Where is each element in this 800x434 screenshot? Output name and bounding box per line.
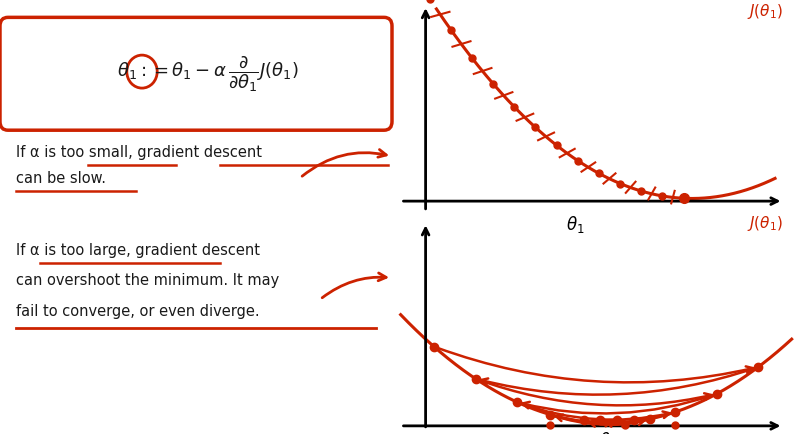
Text: $\theta_1 := \theta_1 - \alpha\,\dfrac{\partial}{\partial\theta_1}J(\theta_1)$: $\theta_1 := \theta_1 - \alpha\,\dfrac{\…	[118, 54, 298, 94]
Text: can overshoot the minimum. It may: can overshoot the minimum. It may	[16, 273, 279, 289]
Text: $J(\theta_1)$: $J(\theta_1)$	[747, 2, 783, 21]
Text: fail to converge, or even diverge.: fail to converge, or even diverge.	[16, 304, 260, 319]
Text: If α is too large, gradient descent: If α is too large, gradient descent	[16, 243, 260, 258]
Text: $\theta_1$: $\theta_1$	[566, 214, 585, 235]
Text: $J(\theta_1)$: $J(\theta_1)$	[747, 214, 783, 233]
Text: $\theta_1$: $\theta_1$	[599, 430, 618, 434]
Text: can be slow.: can be slow.	[16, 171, 106, 187]
Text: If α is too small, gradient descent: If α is too small, gradient descent	[16, 145, 262, 161]
